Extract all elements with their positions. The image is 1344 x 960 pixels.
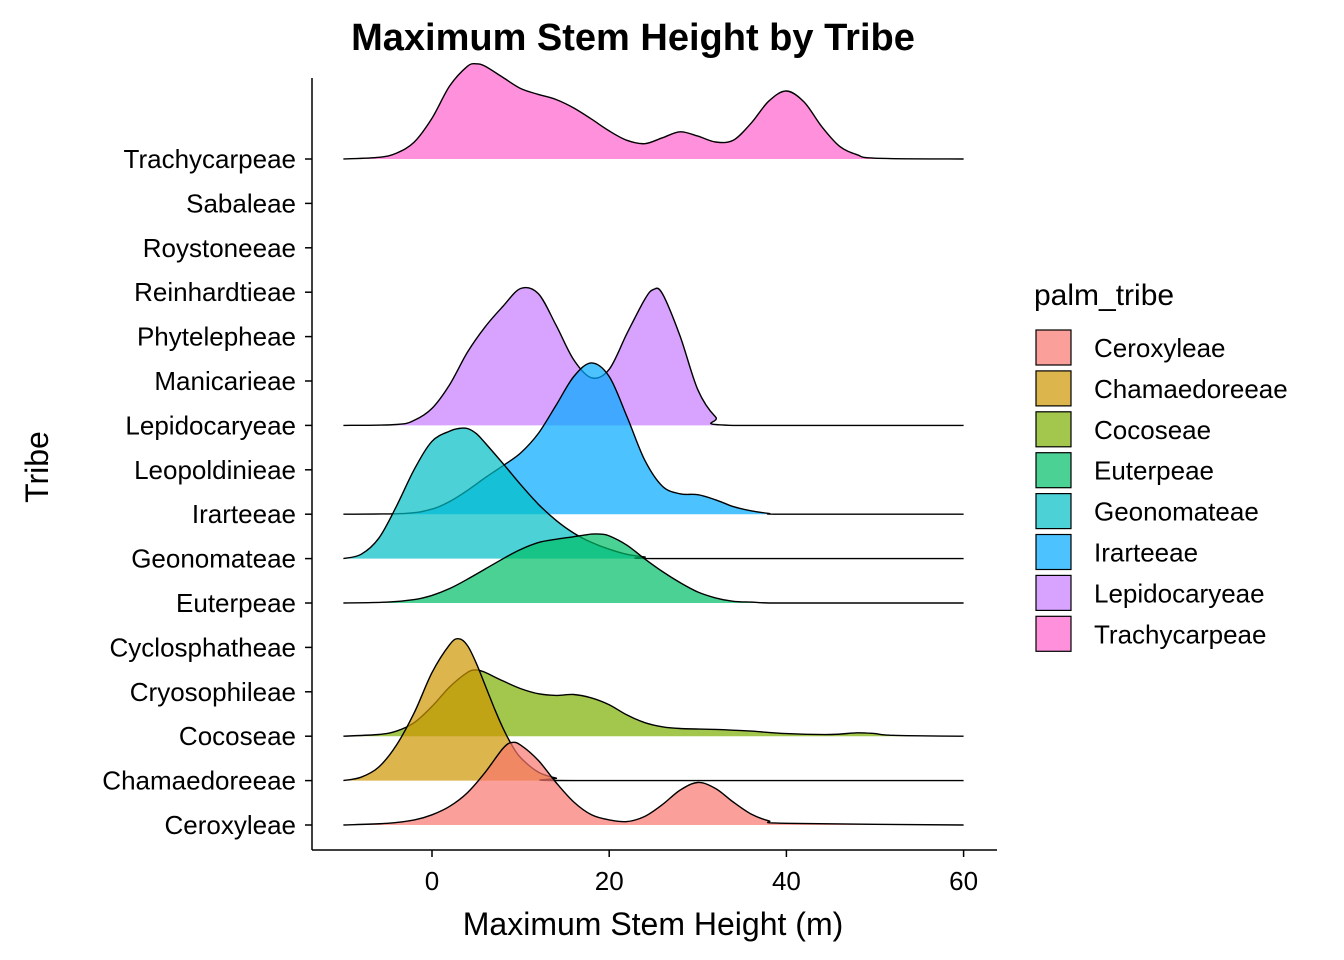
legend-label-chamaedoreeae: Chamaedoreeae	[1094, 374, 1288, 404]
x-tick-label-0: 0	[425, 866, 439, 896]
y-tick-label-reinhardtieae: Reinhardtieae	[134, 277, 296, 307]
axes-layer: Ceroxyleae Chamaedoreeae Cocoseae Cryosophi…	[102, 78, 997, 896]
legend-swatch-lepidocaryeae	[1035, 574, 1072, 612]
x-tick-label-20: 20	[595, 866, 624, 896]
ridge-outline-trachycarpeae	[343, 62, 964, 160]
ridge-trachycarpeae	[343, 63, 964, 159]
legend-label-lepidocaryeae: Lepidocaryeae	[1094, 578, 1265, 608]
y-tick-label-lepidocaryeae: Lepidocaryeae	[125, 410, 296, 440]
legend-swatch-chamaedoreeae	[1035, 370, 1072, 407]
x-tick-label-40: 40	[772, 866, 801, 896]
y-tick-label-manicarieae: Manicarieae	[154, 366, 296, 396]
legend-label-geonomateae: Geonomateae	[1094, 497, 1259, 527]
legend-title: palm_tribe	[1034, 279, 1174, 312]
ridge-euterpeae	[343, 533, 964, 603]
ridge-ceroxyleae	[343, 742, 964, 825]
y-tick-label-cryosophileae: Cryosophileae	[130, 677, 296, 707]
legend-swatch-geonomateae	[1035, 493, 1072, 530]
ridge-lepidocaryeae	[343, 287, 964, 426]
y-tick-label-chamaedoreeae: Chamaedoreeae	[102, 766, 296, 796]
chart-title: Maximum Stem Height by Tribe	[351, 17, 915, 59]
legend-label-trachycarpeae: Trachycarpeae	[1094, 619, 1266, 649]
legend-label-ceroxyleae: Ceroxyleae	[1094, 333, 1226, 363]
ridge-geonomateae	[343, 428, 964, 559]
ridge-outline-ceroxyleae	[343, 741, 964, 826]
y-tick-label-sabaleae: Sabaleae	[186, 188, 296, 218]
ridge-outline-euterpeae	[343, 533, 964, 604]
y-tick-label-euterpeae: Euterpeae	[176, 588, 296, 618]
y-tick-label-ceroxyleae: Ceroxyleae	[164, 810, 296, 840]
y-tick-label-roystoneeae: Roystoneeae	[143, 233, 296, 263]
legend-label-irarteeae: Irarteeae	[1094, 538, 1198, 568]
x-tick-label-60: 60	[949, 866, 978, 896]
legend-label-euterpeae: Euterpeae	[1094, 456, 1214, 486]
y-axis-title: Tribe	[19, 431, 55, 503]
y-tick-label-phytelepheae: Phytelepheae	[137, 322, 296, 352]
y-tick-label-cyclosphatheae: Cyclosphatheae	[110, 632, 296, 662]
ridge-chamaedoreeae	[343, 638, 964, 781]
y-tick-label-cocoseae: Cocoseae	[179, 721, 296, 751]
legend: palm_tribe Ceroxyleae Chamaedoreeae Cocosea…	[1034, 279, 1288, 652]
y-tick-label-trachycarpeae: Trachycarpeae	[124, 144, 296, 174]
ridges-layer	[343, 62, 964, 826]
y-tick-label-irarteeae: Irarteeae	[192, 499, 296, 529]
y-tick-label-leopoldinieae: Leopoldinieae	[134, 455, 296, 485]
legend-swatch-irarteeae	[1035, 533, 1072, 571]
legend-swatch-cocoseae	[1035, 411, 1072, 448]
legend-label-cocoseae: Cocoseae	[1094, 415, 1211, 445]
legend-swatch-euterpeae	[1035, 452, 1072, 489]
legend-swatch-ceroxyleae	[1035, 329, 1072, 366]
y-tick-label-geonomateae: Geonomateae	[131, 544, 296, 574]
x-axis-title: Maximum Stem Height (m)	[463, 906, 844, 942]
legend-swatch-trachycarpeae	[1035, 615, 1072, 652]
